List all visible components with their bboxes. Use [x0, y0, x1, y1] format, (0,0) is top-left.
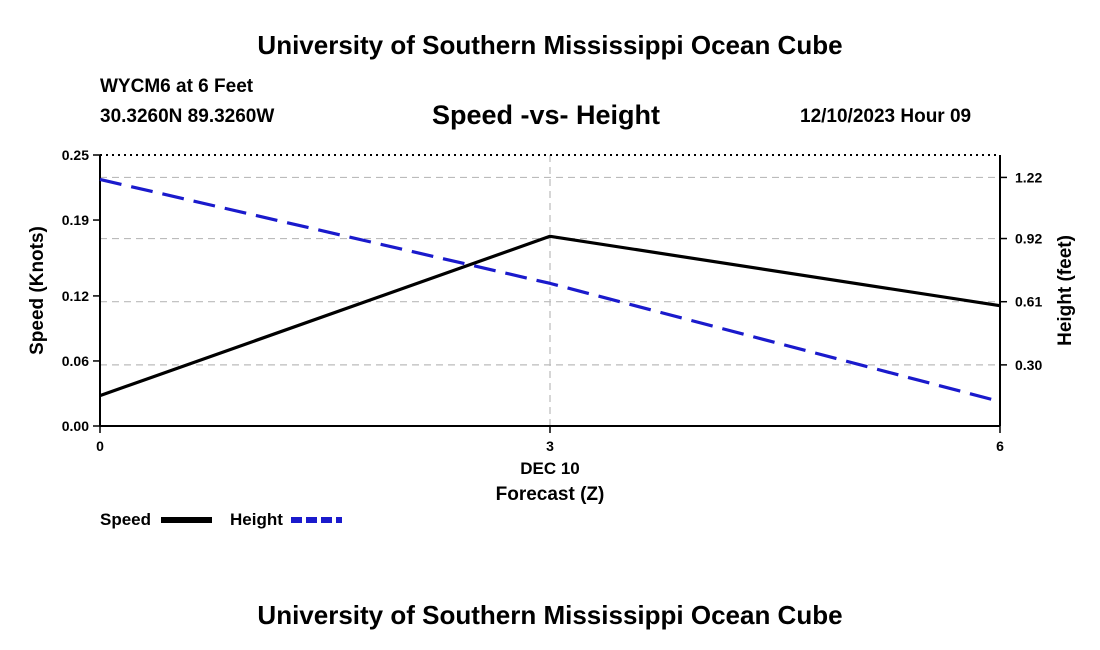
x-tick-label: 0	[96, 438, 104, 454]
page-title: University of Southern Mississippi Ocean…	[257, 30, 843, 60]
left-tick-label: 0.12	[62, 288, 89, 304]
station-label: WYCM6 at 6 Feet	[100, 76, 254, 97]
series-line-height	[99, 177, 1001, 404]
x-tick-label: 6	[996, 438, 1004, 454]
left-tick-label: 0.00	[62, 418, 89, 434]
right-tick-label: 1.22	[1015, 169, 1042, 185]
y-axis-title-left: Speed (Knots)	[27, 226, 48, 355]
right-tick-label: 0.30	[1015, 357, 1042, 373]
left-tick-label: 0.25	[62, 147, 89, 163]
left-tick-label: 0.19	[62, 212, 89, 228]
left-tick-label: 0.06	[62, 353, 89, 369]
x-axis-title: Forecast (Z)	[496, 484, 605, 505]
series-line-speed	[99, 234, 1001, 398]
legend-label-height: Height	[230, 510, 283, 529]
right-tick-label: 0.92	[1015, 231, 1042, 247]
y-axis-title-right: Height (feet)	[1055, 235, 1076, 346]
x-tick-label: 3	[546, 438, 554, 454]
coordinates-label: 30.3260N 89.3260W	[100, 106, 275, 127]
chart-title: Speed -vs- Height	[432, 100, 661, 130]
x-date-label: DEC 10	[520, 459, 580, 478]
footer-title: University of Southern Mississippi Ocean…	[257, 600, 843, 630]
legend-label-speed: Speed	[100, 510, 151, 529]
datetime-label: 12/10/2023 Hour 09	[800, 106, 972, 127]
right-tick-label: 0.61	[1015, 294, 1042, 310]
